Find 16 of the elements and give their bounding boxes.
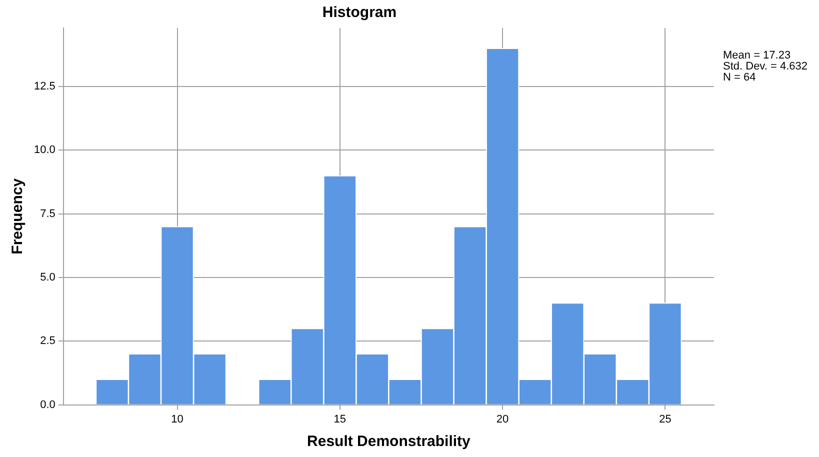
x-tick-label: 25 — [659, 413, 672, 426]
y-tick-label: 5.0 — [40, 272, 56, 284]
text: Std. Dev. = 4.632 — [723, 60, 808, 73]
text: N = 64 — [723, 72, 756, 84]
x-axis-title: Result Demonstrability — [307, 433, 472, 450]
y-tick-label: 2.5 — [40, 335, 56, 348]
y-tick-label: 7.5 — [40, 208, 56, 220]
y-tick-label: 10.0 — [34, 144, 56, 156]
x-tick-label: 10 — [171, 413, 184, 426]
x-tick-label: 20 — [496, 413, 509, 426]
x-tick-label: 15 — [334, 413, 346, 426]
text: Mean = 17.23 — [723, 50, 791, 62]
y-tick-label: 0.0 — [40, 398, 56, 411]
y-axis-title: Frequency — [9, 178, 26, 254]
y-tick-label: 12.5 — [34, 80, 56, 93]
chart-title: Histogram — [322, 4, 397, 22]
